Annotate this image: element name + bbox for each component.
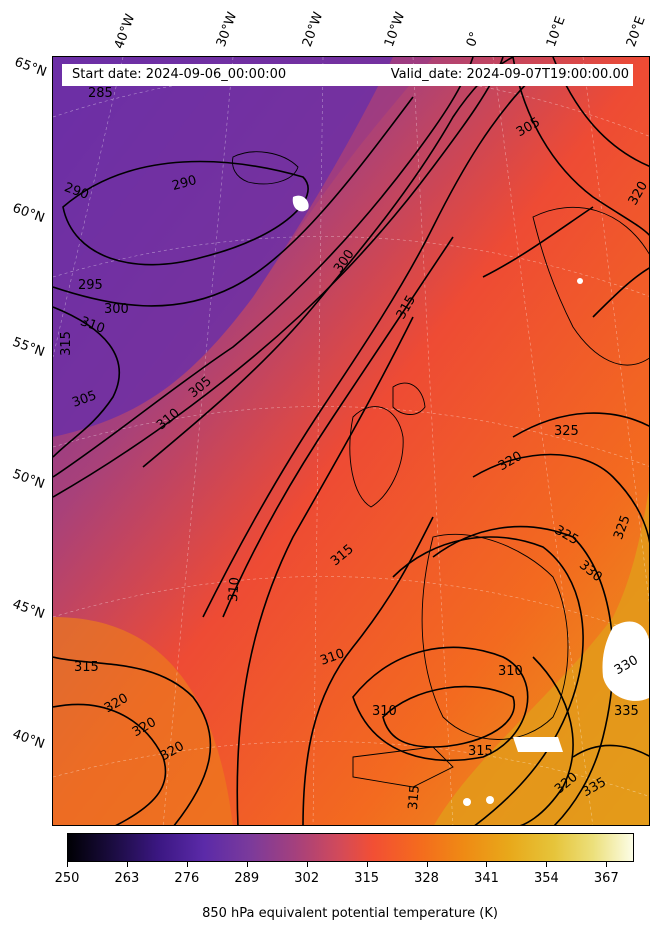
lat-label: 40°N <box>10 726 47 753</box>
contour-label: 295 <box>78 278 103 293</box>
colorbar-tick <box>426 862 428 867</box>
colorbar-tick-label: 354 <box>533 871 559 886</box>
colorbar-tick <box>306 862 308 867</box>
valid-date-label: Valid_date: 2024-09-07T19:00:00.00 <box>390 67 629 82</box>
contour-label: 310 <box>225 576 243 603</box>
colorbar-tick-label: 263 <box>114 871 140 886</box>
contour-label: 315 <box>468 744 493 759</box>
contour-label: 315 <box>58 331 74 356</box>
colorbar-tick <box>67 862 68 867</box>
contour-label: 335 <box>614 704 639 719</box>
lon-label: 0° <box>463 29 484 49</box>
contour-label: 285 <box>88 86 113 101</box>
colorbar-tick <box>486 862 488 867</box>
colorbar-tick-label: 302 <box>294 871 320 886</box>
lon-label: 10°E <box>543 14 569 50</box>
lat-label: 45°N <box>10 596 47 623</box>
colorbar-tick <box>246 862 248 867</box>
colorbar-tick <box>186 862 188 867</box>
contour-label: 315 <box>405 784 423 811</box>
lat-label: 60°N <box>10 200 47 227</box>
contour-label: 310 <box>498 664 523 679</box>
colorbar-tick <box>366 862 368 867</box>
colorbar-tick-label: 315 <box>354 871 380 886</box>
colorbar-tick <box>126 862 128 867</box>
colorbar-tick-label: 367 <box>593 871 619 886</box>
colorbar-tick-label: 328 <box>414 871 439 886</box>
theta-e-field <box>53 57 649 825</box>
colorbar-tick-label: 276 <box>174 871 200 886</box>
contour-label: 300 <box>104 302 129 317</box>
lon-label: 20°W <box>299 10 327 49</box>
colorbar-tick-label: 250 <box>54 871 80 886</box>
colorbar-tick <box>606 862 608 867</box>
map-panel <box>52 56 650 826</box>
lat-label: 55°N <box>10 334 47 361</box>
lon-label: 30°W <box>213 10 241 49</box>
lat-label: 65°N <box>12 54 49 81</box>
lon-label: 40°W <box>111 12 139 51</box>
colorbar-tick-label: 341 <box>474 871 499 886</box>
contour-label: 310 <box>372 704 397 719</box>
colorbar-tick-label: 289 <box>234 871 260 886</box>
lon-label: 10°W <box>381 10 409 49</box>
lat-label: 50°N <box>10 466 47 493</box>
lon-label: 20°E <box>623 14 649 50</box>
contour-label: 325 <box>554 424 579 439</box>
colorbar <box>67 833 634 862</box>
colorbar-tick <box>546 862 548 867</box>
start-date-label: Start date: 2024-09-06_00:00:00 <box>72 67 287 82</box>
info-bar: Start date: 2024-09-06_00:00:00 Valid_da… <box>62 64 633 86</box>
contour-label: 315 <box>74 660 99 675</box>
colorbar-title: 850 hPa equivalent potential temperature… <box>202 906 498 921</box>
